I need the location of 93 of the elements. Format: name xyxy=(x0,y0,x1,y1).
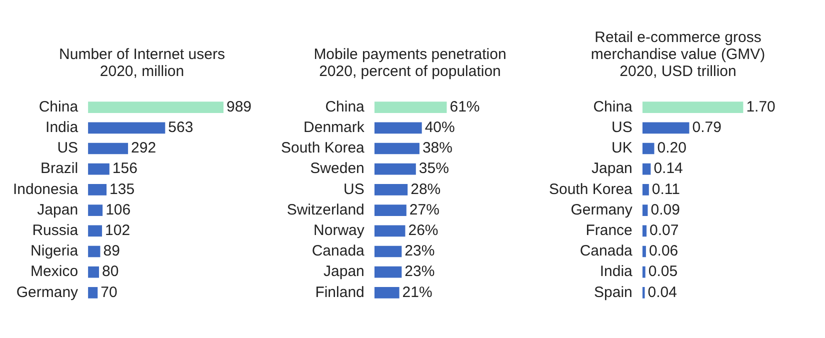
data-label: 80 xyxy=(102,263,119,280)
data-label: 989 xyxy=(226,98,252,116)
y-tick-label: Nigeria xyxy=(30,242,79,260)
chart-title: Number of Internet users 2020, million xyxy=(58,45,226,82)
y-tick-label: US xyxy=(57,140,78,157)
y-tick-label: Russia xyxy=(32,222,79,240)
bar xyxy=(642,204,648,216)
data-label: 0.05 xyxy=(648,263,678,280)
data-label: 61% xyxy=(450,98,480,116)
y-tick-label: Japan xyxy=(324,263,364,280)
bar xyxy=(88,142,128,154)
data-label: 135 xyxy=(110,180,135,198)
bar xyxy=(374,184,408,196)
y-tick-label: Denmark xyxy=(304,119,365,136)
data-label: 0.07 xyxy=(650,222,679,240)
bar xyxy=(374,266,402,278)
y-tick-label: Brazil xyxy=(40,160,78,178)
y-tick-label: China xyxy=(593,98,634,116)
bar xyxy=(642,246,646,258)
data-label: 106 xyxy=(106,201,131,218)
bar xyxy=(88,266,100,278)
bar xyxy=(374,246,402,258)
bar xyxy=(642,163,651,175)
y-tick-label: China xyxy=(325,98,366,116)
y-tick-label: India xyxy=(46,119,79,136)
bar xyxy=(374,163,416,175)
data-label: 0.09 xyxy=(650,201,680,218)
data-label: 89 xyxy=(103,242,120,260)
data-label: 23% xyxy=(404,242,435,260)
data-label: 35% xyxy=(418,160,449,178)
data-label: 38% xyxy=(422,140,452,157)
y-tick-label: China xyxy=(38,98,79,116)
data-label: 0.06 xyxy=(648,242,678,260)
bar xyxy=(374,287,400,298)
bar xyxy=(374,142,420,154)
data-label: 23% xyxy=(404,263,435,280)
data-label: 0.11 xyxy=(652,180,680,198)
bar xyxy=(88,102,224,113)
data-label: 70 xyxy=(100,284,118,301)
bar xyxy=(642,142,654,154)
y-tick-label: Canada xyxy=(580,242,634,260)
data-label: 0.79 xyxy=(692,119,722,136)
data-label: 40% xyxy=(424,119,455,136)
bar xyxy=(642,102,744,113)
data-label: 28% xyxy=(410,180,441,198)
data-label: 563 xyxy=(168,119,194,136)
y-tick-label: Germany xyxy=(16,284,79,301)
y-tick-label: Norway xyxy=(314,222,365,240)
data-label: 26% xyxy=(408,222,438,240)
y-tick-label: US xyxy=(344,180,364,198)
bar xyxy=(642,184,649,196)
data-label: 156 xyxy=(112,160,138,178)
y-tick-label: Japan xyxy=(592,160,632,178)
bar xyxy=(642,287,645,298)
y-tick-label: US xyxy=(612,119,632,136)
y-tick-label: South Korea xyxy=(280,140,366,157)
y-tick-label: France xyxy=(586,222,632,240)
bar xyxy=(374,102,447,113)
bar xyxy=(642,266,646,278)
bar xyxy=(88,225,102,237)
bar xyxy=(642,225,647,237)
bar xyxy=(374,122,422,134)
y-tick-label: UK xyxy=(612,140,632,157)
data-label: 0.04 xyxy=(648,284,677,301)
bar xyxy=(642,122,690,134)
y-tick-label: Indonesia xyxy=(12,180,79,198)
y-tick-label: Canada xyxy=(312,242,366,260)
bar xyxy=(88,287,98,298)
bar xyxy=(88,184,107,196)
bar xyxy=(88,163,110,175)
chart-title: Mobile payments penetration 2020, percent of population xyxy=(312,45,508,82)
y-tick-label: Mexico xyxy=(30,263,78,280)
bar xyxy=(374,225,406,237)
data-label: 1.70 xyxy=(746,98,776,116)
y-tick-label: Sweden xyxy=(310,160,364,178)
data-label: 27% xyxy=(409,201,440,218)
data-label: 292 xyxy=(131,140,156,157)
y-tick-label: Spain xyxy=(594,284,632,301)
y-tick-label: Switzerland xyxy=(286,201,364,218)
bar xyxy=(88,246,100,258)
y-tick-label: India xyxy=(600,263,634,280)
bar xyxy=(374,204,406,216)
data-label: 0.14 xyxy=(654,160,683,178)
y-tick-label: South Korea xyxy=(548,180,634,198)
data-label: 102 xyxy=(105,222,130,240)
y-tick-label: Germany xyxy=(570,201,633,218)
y-tick-label: Finland xyxy=(315,284,364,301)
data-label: 0.20 xyxy=(657,140,686,157)
bar xyxy=(88,204,103,216)
chart-title: Retail e-commerce gross merchandise value (GMV) 2020, USD trillion xyxy=(590,28,766,82)
y-tick-label: Japan xyxy=(37,201,78,218)
data-label: 21% xyxy=(402,284,432,301)
bar xyxy=(88,122,166,134)
